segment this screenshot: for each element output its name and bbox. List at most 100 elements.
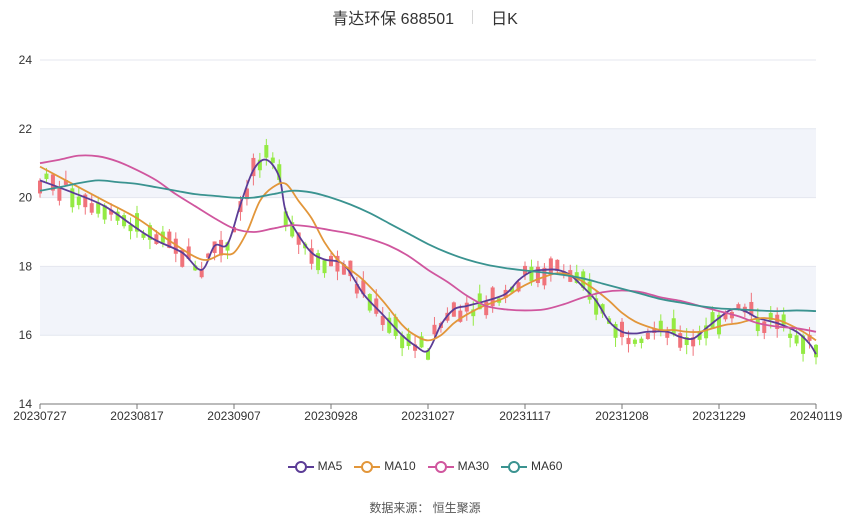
candle-body xyxy=(37,180,43,194)
candle-body xyxy=(89,203,94,213)
y-tick-label: 24 xyxy=(19,53,33,67)
candle-body xyxy=(529,266,534,282)
candle-body xyxy=(154,234,159,244)
candle-body xyxy=(684,337,689,346)
legend-marker xyxy=(427,460,454,473)
candle-body xyxy=(477,293,482,310)
candle-body xyxy=(212,241,217,253)
candle-body xyxy=(775,314,780,330)
candle-body xyxy=(432,324,437,335)
candle-body xyxy=(807,334,812,341)
candle-body xyxy=(510,286,515,293)
candle-body xyxy=(548,258,553,275)
candle-body xyxy=(361,280,366,295)
candle-body xyxy=(173,238,178,254)
candle-body xyxy=(147,225,152,240)
candle-body xyxy=(425,350,431,360)
candle-body xyxy=(219,239,224,256)
source-label: 数据来源： xyxy=(369,501,430,515)
legend-label: MA30 xyxy=(457,459,490,473)
candle-body xyxy=(658,320,663,330)
candle-body xyxy=(587,281,592,300)
candle-body xyxy=(619,321,625,338)
candle-body xyxy=(44,173,49,179)
candle-body xyxy=(70,188,75,208)
legend-item-ma60[interactable]: MA60 xyxy=(501,459,562,474)
x-tick-label: 20230907 xyxy=(207,409,261,423)
candle-body xyxy=(257,159,262,171)
candle-body xyxy=(225,242,230,251)
series-line-ma10 xyxy=(39,165,817,342)
candle-body xyxy=(678,333,683,348)
legend-item-ma5[interactable]: MA5 xyxy=(287,459,342,474)
candle-body xyxy=(697,332,702,340)
candle-body xyxy=(316,253,321,271)
title-separator xyxy=(472,10,474,24)
candle-body xyxy=(134,213,140,232)
x-tick-label: 20231027 xyxy=(401,409,455,423)
x-tick-label: 20231229 xyxy=(692,409,746,423)
candle-body xyxy=(128,224,133,232)
candle-body xyxy=(535,266,540,284)
candle-body xyxy=(516,282,521,292)
legend-marker xyxy=(354,460,381,473)
y-tick-label: 18 xyxy=(19,259,33,273)
candle-body xyxy=(193,265,198,271)
candle-body xyxy=(322,260,327,274)
candle-body xyxy=(762,321,767,333)
legend-item-ma10[interactable]: MA10 xyxy=(354,459,416,474)
candle-body xyxy=(309,248,314,264)
source-name: 恒生聚源 xyxy=(432,501,481,515)
candle-body xyxy=(704,325,709,339)
y-tick-label: 20 xyxy=(19,191,33,205)
candle-body xyxy=(296,232,301,245)
candle-body xyxy=(102,205,107,220)
candle-body xyxy=(109,209,114,215)
candle-body xyxy=(581,271,586,288)
candle-body xyxy=(277,164,282,180)
candle-body xyxy=(794,335,799,344)
period-label: 日K xyxy=(491,11,518,28)
data-source: 数据来源： 恒生聚源 xyxy=(0,499,850,516)
legend: MA5 MA10 MA30 MA60 xyxy=(0,459,850,474)
candle-body xyxy=(419,336,424,348)
y-tick-label: 14 xyxy=(19,397,33,411)
x-tick-label: 20231117 xyxy=(499,409,551,423)
candle-body xyxy=(76,196,81,206)
candle-body xyxy=(50,174,55,191)
legend-label: MA10 xyxy=(384,459,416,473)
candle-body xyxy=(471,309,476,317)
candle-body xyxy=(341,264,346,275)
candle-body xyxy=(716,314,722,335)
candle-body xyxy=(594,298,599,315)
x-tick-label: 20230727 xyxy=(13,409,67,423)
candle-body xyxy=(484,301,489,316)
candle-body xyxy=(180,249,185,267)
candle-body xyxy=(348,260,353,277)
y-tick-label: 16 xyxy=(19,328,33,342)
candle-body xyxy=(736,304,741,310)
candle-body xyxy=(632,339,637,344)
candle-body xyxy=(665,331,670,338)
candle-body xyxy=(141,233,146,238)
candle-body xyxy=(400,335,405,349)
candle-body xyxy=(270,157,275,163)
candle-body xyxy=(244,188,249,200)
candle-body xyxy=(645,333,650,339)
candle-body xyxy=(788,333,793,338)
kline-chart: 14 16 18 20 22 24 20230727 20230817 20230907 2023… xyxy=(13,53,842,423)
candle-body xyxy=(374,298,379,314)
candle-body xyxy=(458,310,463,322)
y-tick-label: 22 xyxy=(19,122,33,136)
x-tick-label: 20231208 xyxy=(595,409,649,423)
candle-body xyxy=(671,318,676,335)
legend-item-ma30[interactable]: MA30 xyxy=(427,459,490,474)
candle-body xyxy=(801,335,806,354)
candle-body xyxy=(283,211,288,227)
candle-body xyxy=(710,312,715,328)
stock-title: 青达环保 688501 xyxy=(332,11,455,28)
candle-body xyxy=(768,312,773,321)
candle-body xyxy=(251,157,256,177)
legend-marker xyxy=(287,460,314,473)
candle-body xyxy=(96,202,101,214)
